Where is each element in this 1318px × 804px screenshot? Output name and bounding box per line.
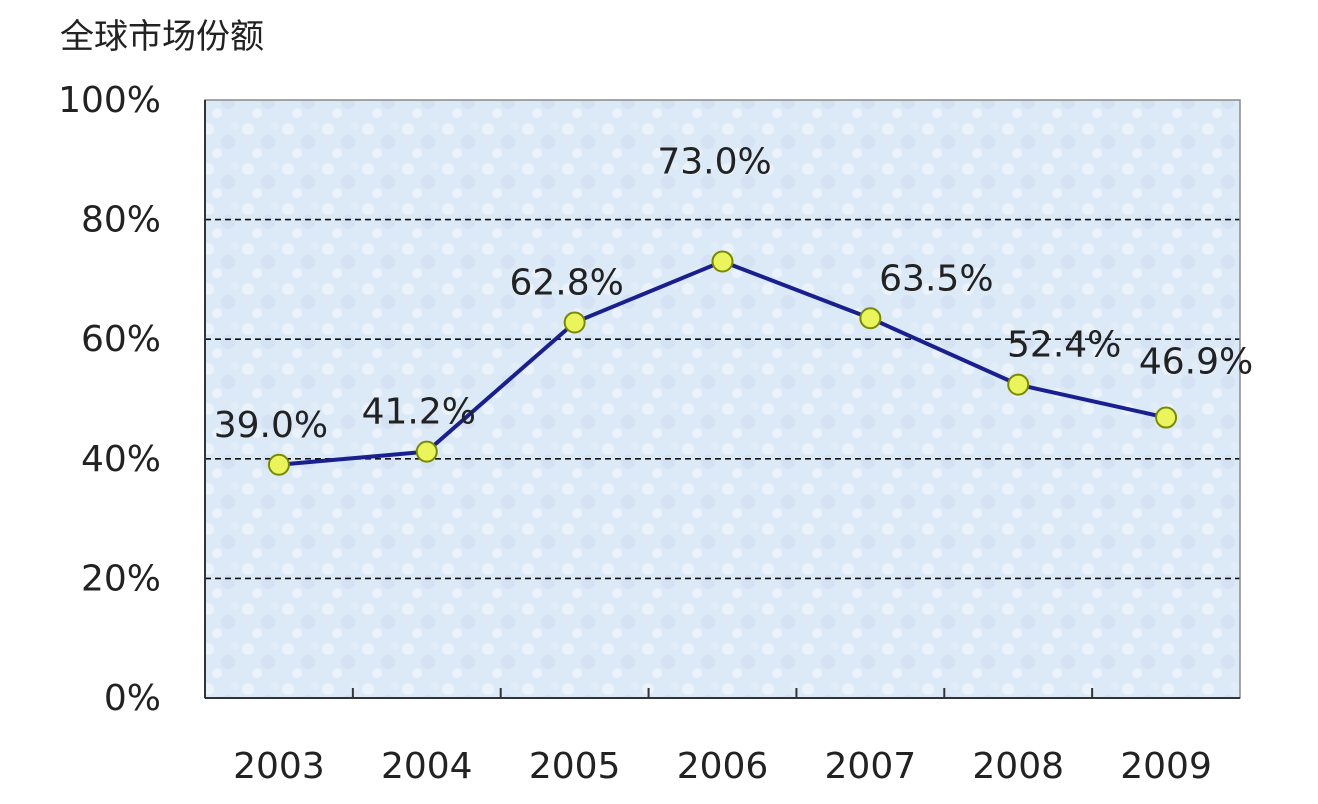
x-tick-labels: 2003 2004 2005 2006 2007 2008 2009 xyxy=(233,746,1212,787)
x-tick-label: 2008 xyxy=(972,746,1064,787)
data-label: 39.0% xyxy=(214,405,328,446)
data-label: 63.5% xyxy=(879,258,993,299)
data-label: 41.2% xyxy=(362,392,476,433)
x-tick-label: 2009 xyxy=(1120,746,1212,787)
data-point-marker xyxy=(415,440,438,463)
y-tick-label: 20% xyxy=(81,558,161,599)
data-label: 46.9% xyxy=(1139,342,1253,383)
x-tick-label: 2007 xyxy=(825,746,917,787)
data-point-marker xyxy=(267,453,290,476)
y-axis-title: 全球市场份额 xyxy=(60,17,264,57)
data-label: 73.0% xyxy=(657,141,771,182)
y-tick-label: 100% xyxy=(58,80,161,121)
axes xyxy=(204,99,1241,699)
x-tick-label: 2003 xyxy=(233,746,325,787)
y-tick-label: 40% xyxy=(81,439,161,480)
y-tick-label: 60% xyxy=(81,319,161,360)
x-tick-label: 2006 xyxy=(677,746,769,787)
x-tick-label: 2004 xyxy=(381,746,473,787)
data-label: 62.8% xyxy=(509,262,623,303)
data-labels: 39.0% 41.2% 62.8% 73.0% 63.5% 52.4% 46.9% xyxy=(214,141,1254,445)
data-point-marker xyxy=(859,307,882,330)
y-tick-label: 80% xyxy=(81,200,161,241)
x-tick-label: 2005 xyxy=(529,746,621,787)
data-label: 52.4% xyxy=(1007,325,1121,366)
data-point-marker xyxy=(563,311,586,334)
y-tick-labels: 0% 20% 40% 60% 80% 100% xyxy=(58,80,161,719)
data-point-marker xyxy=(1155,406,1178,429)
data-point-marker xyxy=(1007,373,1030,396)
plot-area xyxy=(205,100,1240,698)
data-point-marker xyxy=(711,250,734,273)
y-tick-label: 0% xyxy=(104,678,161,719)
data-points xyxy=(267,250,1178,476)
gridlines xyxy=(205,218,1240,580)
